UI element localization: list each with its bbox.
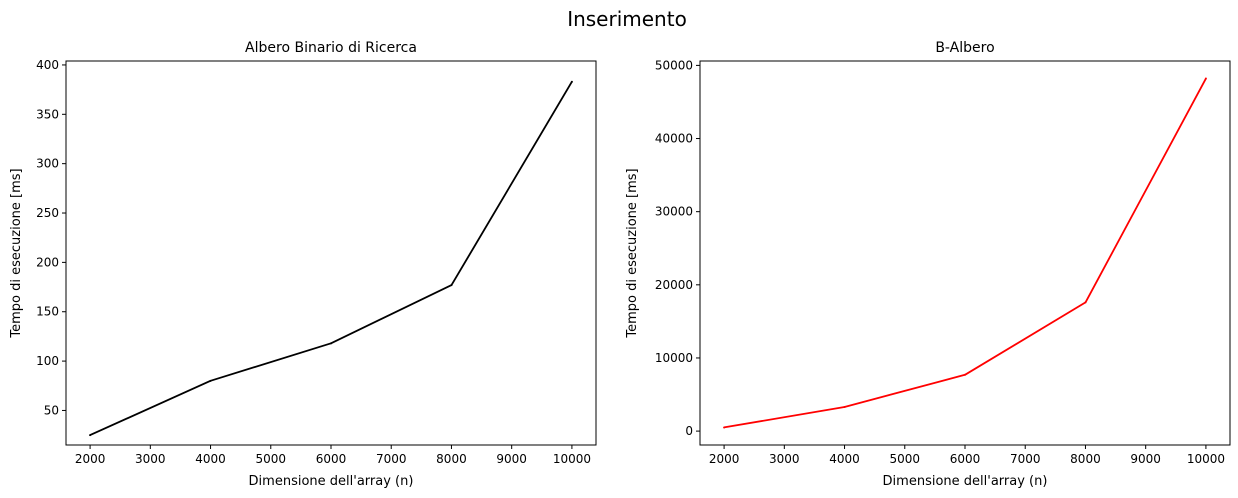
x-tick-label: 4000 (195, 452, 226, 466)
x-tick-label: 2000 (709, 452, 740, 466)
y-tick-label: 250 (36, 206, 59, 220)
data-point (964, 373, 966, 376)
data-point (209, 379, 212, 382)
x-tick-label: 8000 (1070, 452, 1101, 466)
x-axis-label: Dimensione dell'array (n) (883, 474, 1048, 489)
x-tick-label: 7000 (376, 452, 407, 466)
data-point (570, 80, 573, 83)
y-tick-label: 350 (36, 107, 59, 121)
x-tick-label: 6000 (950, 452, 981, 466)
data-point (330, 342, 332, 345)
y-tick-label: 50 (44, 403, 59, 417)
x-tick-label: 6000 (316, 452, 347, 466)
y-tick-label: 100 (36, 354, 59, 368)
data-point (89, 434, 92, 437)
data-point (450, 284, 453, 287)
x-tick-label: 10000 (1187, 452, 1225, 466)
y-tick-label: 150 (36, 305, 59, 319)
y-tick-label: 0 (685, 424, 693, 438)
axes-frame (699, 60, 1231, 446)
y-tick-label: 50000 (655, 58, 693, 72)
y-axis-label: Tempo di esecuzione [ms] (9, 168, 24, 338)
x-tick-label: 10000 (553, 452, 591, 466)
x-tick-label: 3000 (769, 452, 800, 466)
x-tick-label: 5000 (255, 452, 286, 466)
figure-suptitle: Inserimento (567, 7, 687, 31)
chart-title: B-Albero (935, 40, 994, 56)
data-point (723, 426, 726, 429)
x-tick-label: 2000 (75, 452, 106, 466)
chart-title: Albero Binario di Ricerca (245, 40, 417, 56)
y-tick-label: 20000 (655, 278, 693, 292)
x-tick-label: 9000 (1130, 452, 1161, 466)
y-axis-label: Tempo di esecuzione [ms] (625, 168, 640, 338)
x-tick-label: 3000 (135, 452, 166, 466)
axes-frame (65, 60, 597, 446)
chart-albero-binario: Albero Binario di Ricerca 2000 3000 4000 500… (9, 40, 597, 489)
data-point (1084, 301, 1087, 304)
x-axis-label: Dimensione dell'array (n) (249, 474, 414, 489)
y-tick-label: 30000 (655, 205, 693, 219)
x-tick-label: 5000 (889, 452, 920, 466)
data-point (1204, 77, 1207, 80)
x-tick-label: 4000 (829, 452, 860, 466)
y-tick-label: 300 (36, 157, 59, 171)
y-tick-label: 200 (36, 255, 59, 269)
x-tick-label: 8000 (436, 452, 467, 466)
chart-b-albero: B-Albero 2000 3000 4000 5000 6000 7000 8000 9000… (625, 40, 1231, 489)
x-tick-label: 7000 (1010, 452, 1041, 466)
y-tick-label: 400 (36, 58, 59, 72)
x-tick-label: 9000 (496, 452, 527, 466)
y-tick-label: 40000 (655, 132, 693, 146)
y-tick-label: 10000 (655, 351, 693, 365)
data-point (843, 405, 846, 408)
series-line-bst (89, 81, 573, 436)
